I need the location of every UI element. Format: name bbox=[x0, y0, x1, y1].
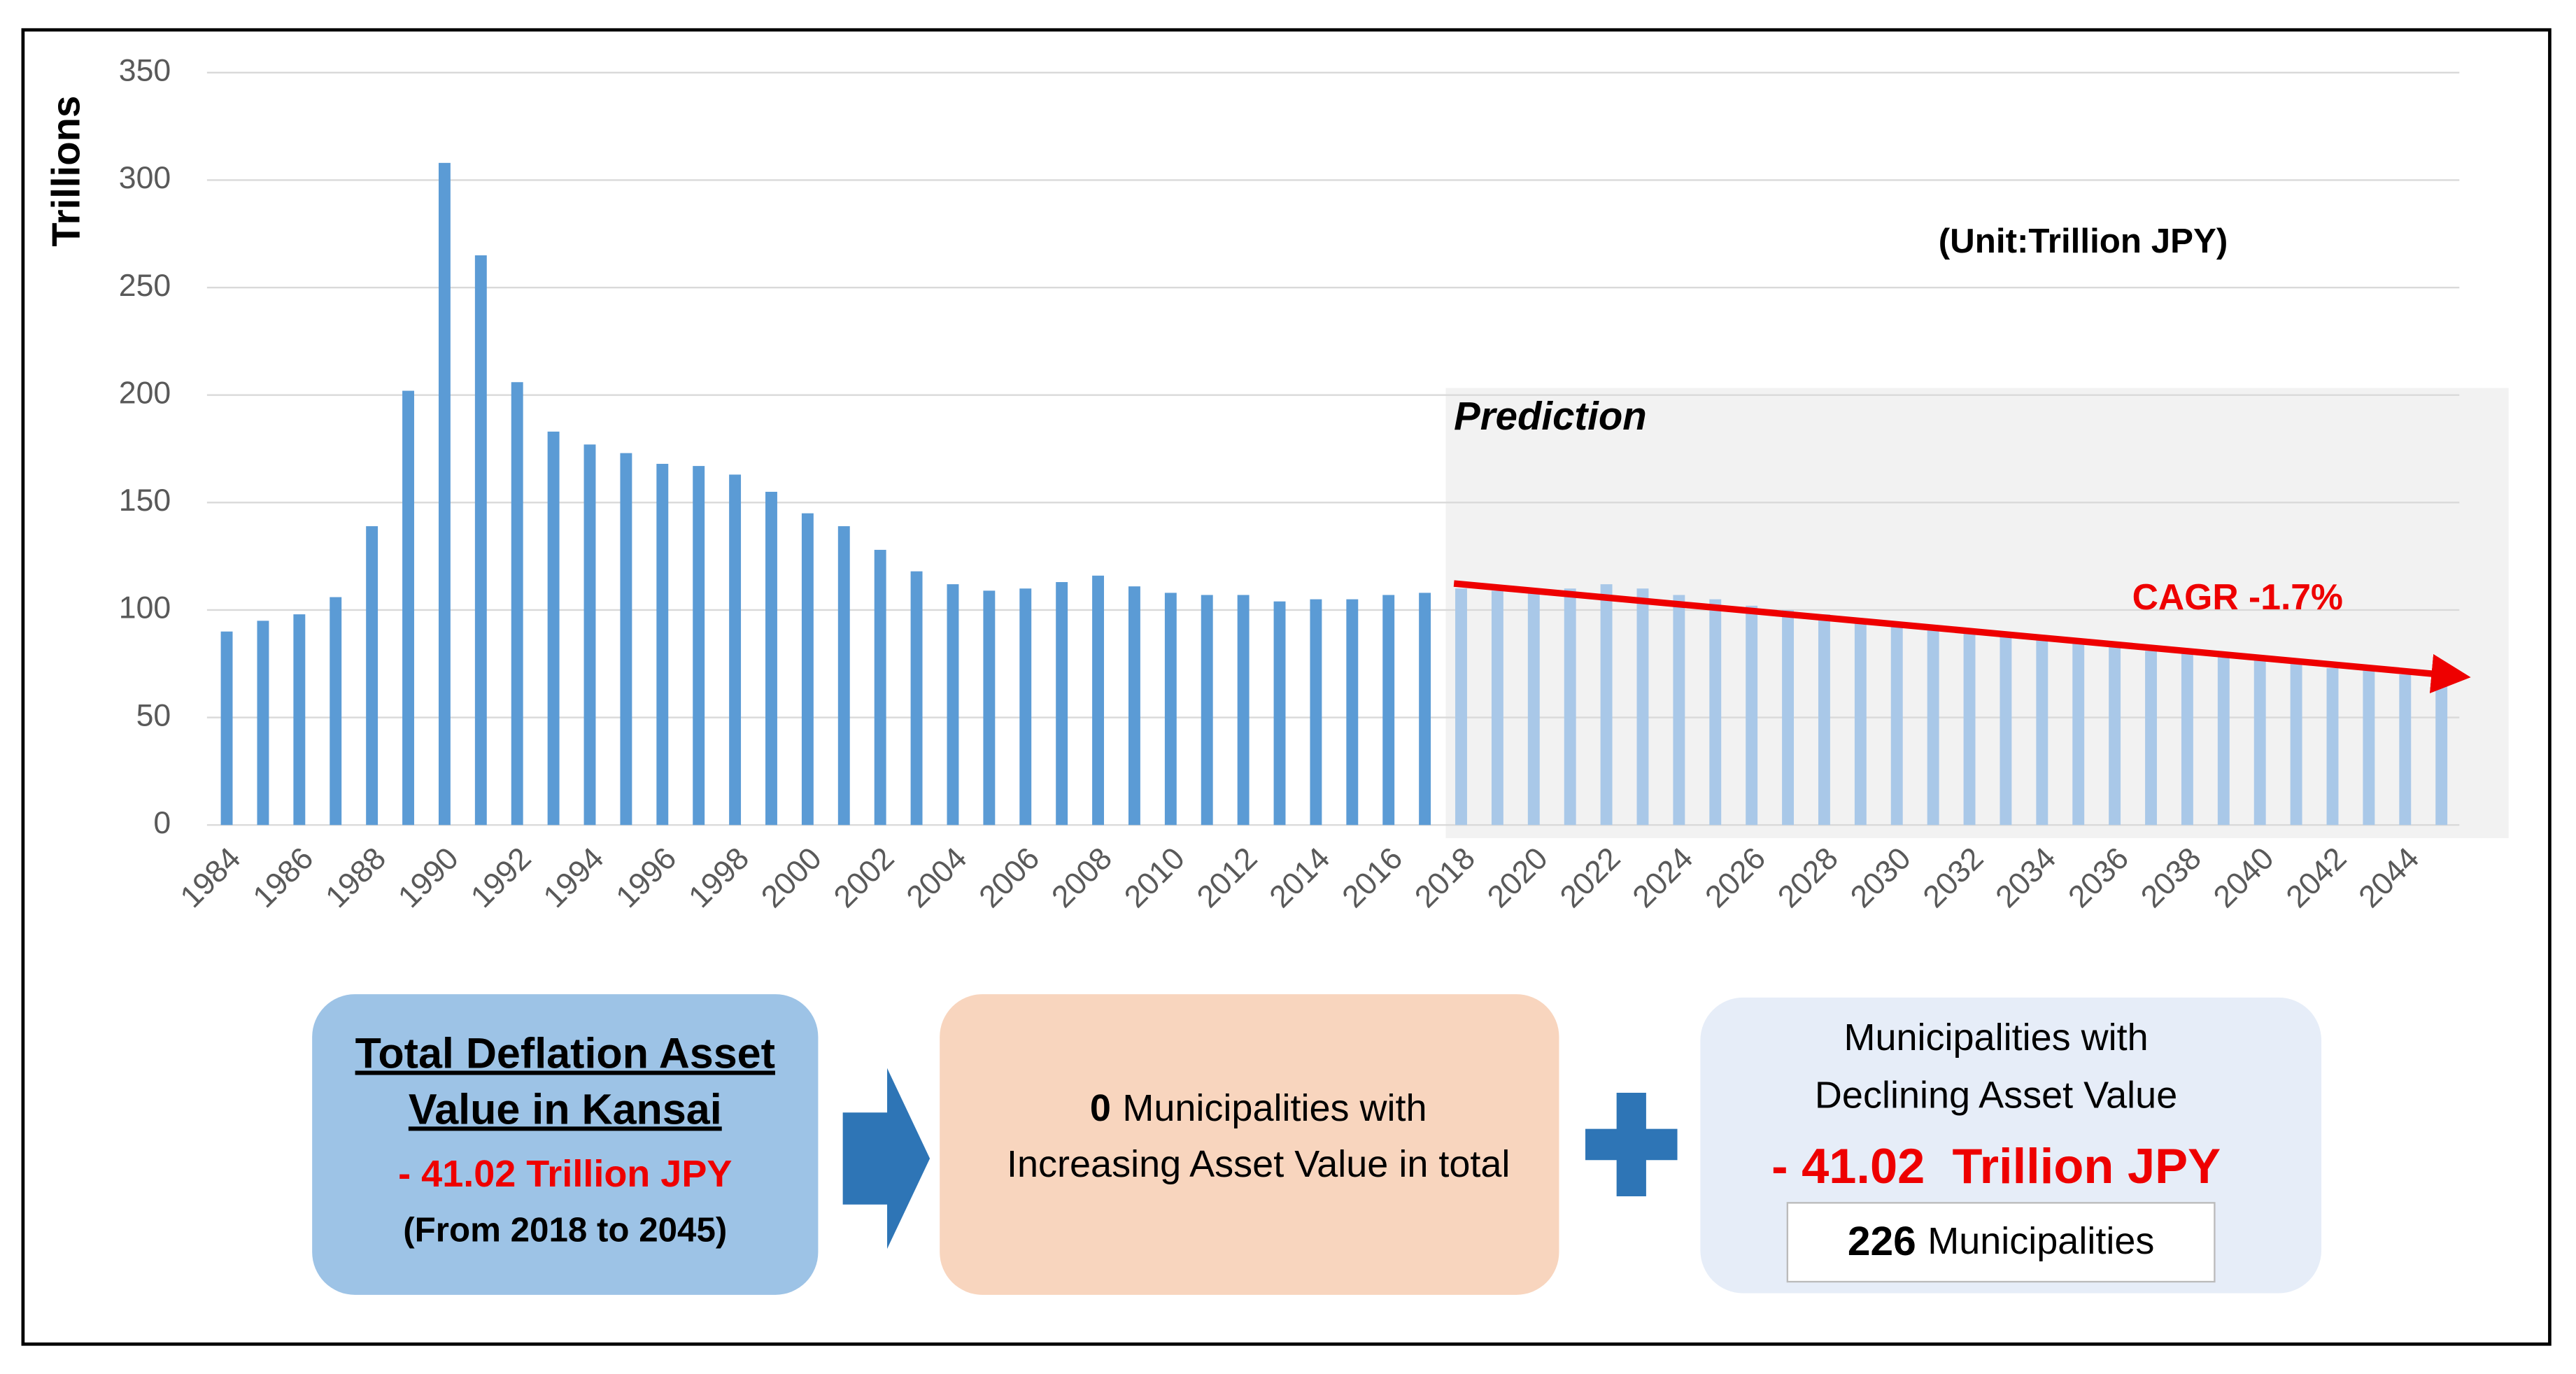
bar bbox=[1890, 623, 1903, 826]
plus bbox=[1585, 1093, 1678, 1196]
bar bbox=[2217, 657, 2230, 826]
bar bbox=[2000, 635, 2012, 826]
bar bbox=[801, 513, 814, 826]
bar bbox=[1164, 593, 1177, 826]
prediction-label: Prediction bbox=[1454, 394, 1647, 438]
bar bbox=[2435, 679, 2448, 826]
bar bbox=[874, 549, 886, 826]
declining-amount: - 41.02 Trillion JPY bbox=[1771, 1138, 2221, 1194]
bar bbox=[1636, 588, 1649, 826]
bar bbox=[1927, 627, 1939, 826]
bar bbox=[1128, 586, 1140, 826]
bar bbox=[330, 597, 342, 826]
bar bbox=[693, 466, 705, 826]
total-panel bbox=[312, 994, 819, 1295]
bar bbox=[1491, 590, 1503, 826]
increasing-line: 0 Municipalities with bbox=[1090, 1087, 1427, 1129]
bar bbox=[2109, 646, 2121, 826]
declining-text: Declining Asset Value bbox=[1815, 1074, 2177, 1116]
bar bbox=[1092, 575, 1104, 826]
bar bbox=[2290, 663, 2302, 826]
bar bbox=[2363, 670, 2375, 826]
total-period: (From 2018 to 2045) bbox=[403, 1211, 727, 1249]
bar bbox=[1709, 599, 1722, 826]
bar bbox=[1455, 588, 1467, 826]
bar bbox=[983, 590, 996, 826]
declining-count: 226 bbox=[1848, 1219, 1916, 1264]
increasing-panel bbox=[940, 994, 1559, 1295]
bar bbox=[547, 431, 560, 826]
bar bbox=[220, 631, 233, 826]
y-tick-label: 50 bbox=[136, 698, 171, 732]
increasing-text: Municipalities with bbox=[1122, 1087, 1427, 1129]
bar bbox=[1346, 599, 1359, 826]
trend-label: CAGR -1.7% bbox=[2132, 576, 2343, 617]
y-tick-label: 350 bbox=[119, 54, 171, 88]
bar bbox=[1600, 584, 1613, 826]
bar bbox=[1782, 609, 1795, 826]
unit-note: (Unit:Trillion JPY) bbox=[1939, 222, 2228, 260]
bar bbox=[729, 474, 742, 826]
bar bbox=[511, 382, 523, 826]
bar bbox=[1201, 595, 1213, 826]
bar bbox=[837, 526, 850, 826]
bar bbox=[910, 571, 923, 826]
bar bbox=[765, 491, 777, 826]
bar bbox=[1854, 618, 1867, 826]
declining-count-label: Municipalities bbox=[1927, 1220, 2154, 1262]
bar bbox=[1056, 582, 1068, 826]
count-box bbox=[1786, 1202, 2216, 1283]
bar bbox=[474, 255, 487, 826]
bar bbox=[2181, 653, 2193, 826]
bar bbox=[2145, 651, 2157, 826]
trend-arrow bbox=[1453, 580, 2471, 694]
y-tick-label: 0 bbox=[153, 806, 171, 840]
bar bbox=[2399, 674, 2412, 826]
y-tick-label: 100 bbox=[119, 591, 171, 625]
y-tick-label: 150 bbox=[119, 483, 171, 518]
bar bbox=[1419, 593, 1431, 826]
increasing-count: 0 bbox=[1090, 1087, 1111, 1129]
y-tick-label: 200 bbox=[119, 376, 171, 410]
bar bbox=[2036, 637, 2048, 826]
bar bbox=[257, 621, 269, 826]
bar bbox=[1963, 631, 1976, 826]
total-amount: - 41.02 Trillion JPY bbox=[398, 1153, 732, 1195]
bar bbox=[366, 526, 378, 826]
bar bbox=[293, 614, 306, 826]
bar bbox=[1237, 595, 1250, 826]
bar bbox=[438, 162, 451, 826]
bar bbox=[947, 584, 959, 826]
bar bbox=[620, 453, 632, 826]
y-axis-label: Trillions bbox=[44, 96, 88, 247]
bar bbox=[1818, 614, 1830, 826]
declining-text: Municipalities with bbox=[1843, 1017, 2148, 1058]
y-tick-label: 300 bbox=[119, 161, 171, 195]
bar bbox=[1527, 593, 1540, 826]
bar bbox=[1273, 601, 1286, 826]
bar bbox=[1382, 595, 1395, 826]
increasing-text: Increasing Asset Value in total bbox=[1007, 1143, 1510, 1185]
bar bbox=[2253, 659, 2266, 826]
bar bbox=[583, 444, 596, 826]
y-tick-label: 250 bbox=[119, 269, 171, 303]
declining-count-line: 226 Municipalities bbox=[1848, 1219, 2155, 1264]
bar bbox=[2326, 667, 2339, 826]
bar bbox=[1564, 588, 1576, 826]
bar bbox=[2072, 642, 2085, 826]
total-title: Value in Kansai bbox=[409, 1085, 722, 1133]
frame bbox=[21, 28, 2552, 1346]
bar bbox=[1019, 588, 1032, 826]
bar bbox=[402, 390, 414, 826]
bar bbox=[1673, 595, 1685, 826]
arrow bbox=[842, 1068, 930, 1249]
bar bbox=[1310, 599, 1322, 826]
bar bbox=[656, 464, 669, 826]
bar bbox=[1746, 605, 1758, 826]
total-title: Total Deflation Asset bbox=[355, 1029, 775, 1077]
